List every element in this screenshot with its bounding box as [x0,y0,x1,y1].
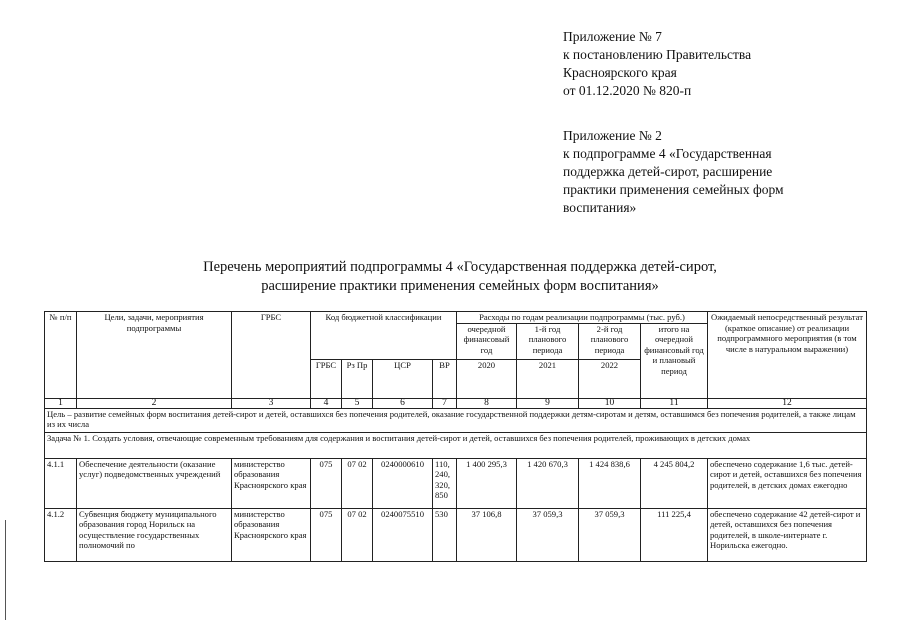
col-index: 7 [432,397,457,409]
row-name: Обеспечение деятельности (оказание услуг… [76,457,232,509]
row-2021: 1 420 670,3 [516,457,579,509]
row-csr: 0240075510 [372,507,433,562]
document-title: Перечень мероприятий подпрограммы 4 «Гос… [150,258,770,296]
row-total: 4 245 804,2 [640,457,708,509]
table-row: 4.1.2 Субвенция бюджету муниципального о… [44,507,867,562]
col-index: 10 [578,397,641,409]
appendix-line: практики применения семейных форм [563,182,784,197]
appendix-line: Приложение № 7 [563,29,662,44]
task-row: Задача № 1. Создать условия, отвечающие … [44,431,867,459]
row-name: Субвенция бюджету муниципального образов… [76,507,232,562]
col-index: 1 [44,397,77,409]
header-code-rzpr: Рз Пр [341,358,373,399]
row-num: 4.1.2 [44,507,77,562]
col-index: 9 [516,397,579,409]
row-2021: 37 059,3 [516,507,579,562]
row-result: обеспечено содержание 42 детей-сирот и д… [707,507,867,562]
measures-table: № п/п Цели, задачи, мероприятия подпрогр… [44,311,867,562]
row-grbs: министерство образования Красноярского к… [231,457,311,509]
row-result: обеспечено содержание 1,6 тыс. детей-сир… [707,457,867,509]
appendix-7-header: Приложение № 7 к постановлению Правитель… [563,28,751,100]
header-year-plan2: 2-й год планового периода [578,322,641,360]
header-code-csr: ЦСР [372,358,433,399]
appendix-line: воспитания» [563,200,637,215]
header-2022: 2022 [578,358,641,399]
appendix-line: Красноярского края [563,65,677,80]
row-2020: 37 106,8 [456,507,517,562]
row-vr: 110, 240, 320, 850 [432,457,457,509]
header-expenses: Расходы по годам реализации подпрограммы… [456,311,708,324]
row-2022: 1 424 838,6 [578,457,641,509]
header-2021: 2021 [516,358,579,399]
header-code-vr: ВР [432,358,457,399]
row-grbs: министерство образования Красноярского к… [231,507,311,562]
header-total: итого на очередной финансовый год и план… [640,322,708,399]
row-2022: 37 059,3 [578,507,641,562]
row-csr: 0240000610 [372,457,433,509]
header-code-grbs: ГРБС [310,358,342,399]
col-index: 6 [372,397,433,409]
scan-artifact-line [5,520,6,620]
row-num: 4.1.1 [44,457,77,509]
appendix-line: Приложение № 2 [563,128,662,143]
header-2020: 2020 [456,358,517,399]
row-rzpr: 07 02 [341,507,373,562]
header-result: Ожидаемый непосредственный результат (кр… [707,311,867,399]
row-2020: 1 400 295,3 [456,457,517,509]
col-index: 3 [231,397,311,409]
col-index: 8 [456,397,517,409]
goal-row: Цель – развитие семейных форм воспитания… [44,407,867,433]
column-index-row: 1 2 3 4 5 6 7 8 9 10 11 12 [44,397,867,409]
appendix-line: к подпрограмме 4 «Государственная [563,146,772,161]
header-goals: Цели, задачи, мероприятия подпрограммы [76,311,232,399]
title-line: Перечень мероприятий подпрограммы 4 «Гос… [203,259,717,275]
row-code-grbs: 075 [310,457,342,509]
col-index: 4 [310,397,342,409]
row-vr: 530 [432,507,457,562]
col-index: 5 [341,397,373,409]
header-year-current: очередной финансовый год [456,322,517,360]
col-index: 12 [707,397,867,409]
row-code-grbs: 075 [310,507,342,562]
header-year-plan1: 1-й год планового периода [516,322,579,360]
appendix-2-header: Приложение № 2 к подпрограмме 4 «Государ… [563,127,784,217]
row-total: 111 225,4 [640,507,708,562]
appendix-line: от 01.12.2020 № 820-п [563,83,692,98]
col-index: 11 [640,397,708,409]
title-line: расширение практики применения семейных … [261,278,659,294]
header-budget-code: Код бюджетной классификации [310,311,457,360]
appendix-line: к постановлению Правительства [563,47,752,62]
header-num: № п/п [44,311,77,399]
header-grbs: ГРБС [231,311,311,399]
row-rzpr: 07 02 [341,457,373,509]
col-index: 2 [76,397,232,409]
appendix-line: поддержка детей-сирот, расширение [563,164,773,179]
table-row: 4.1.1 Обеспечение деятельности (оказание… [44,457,867,509]
